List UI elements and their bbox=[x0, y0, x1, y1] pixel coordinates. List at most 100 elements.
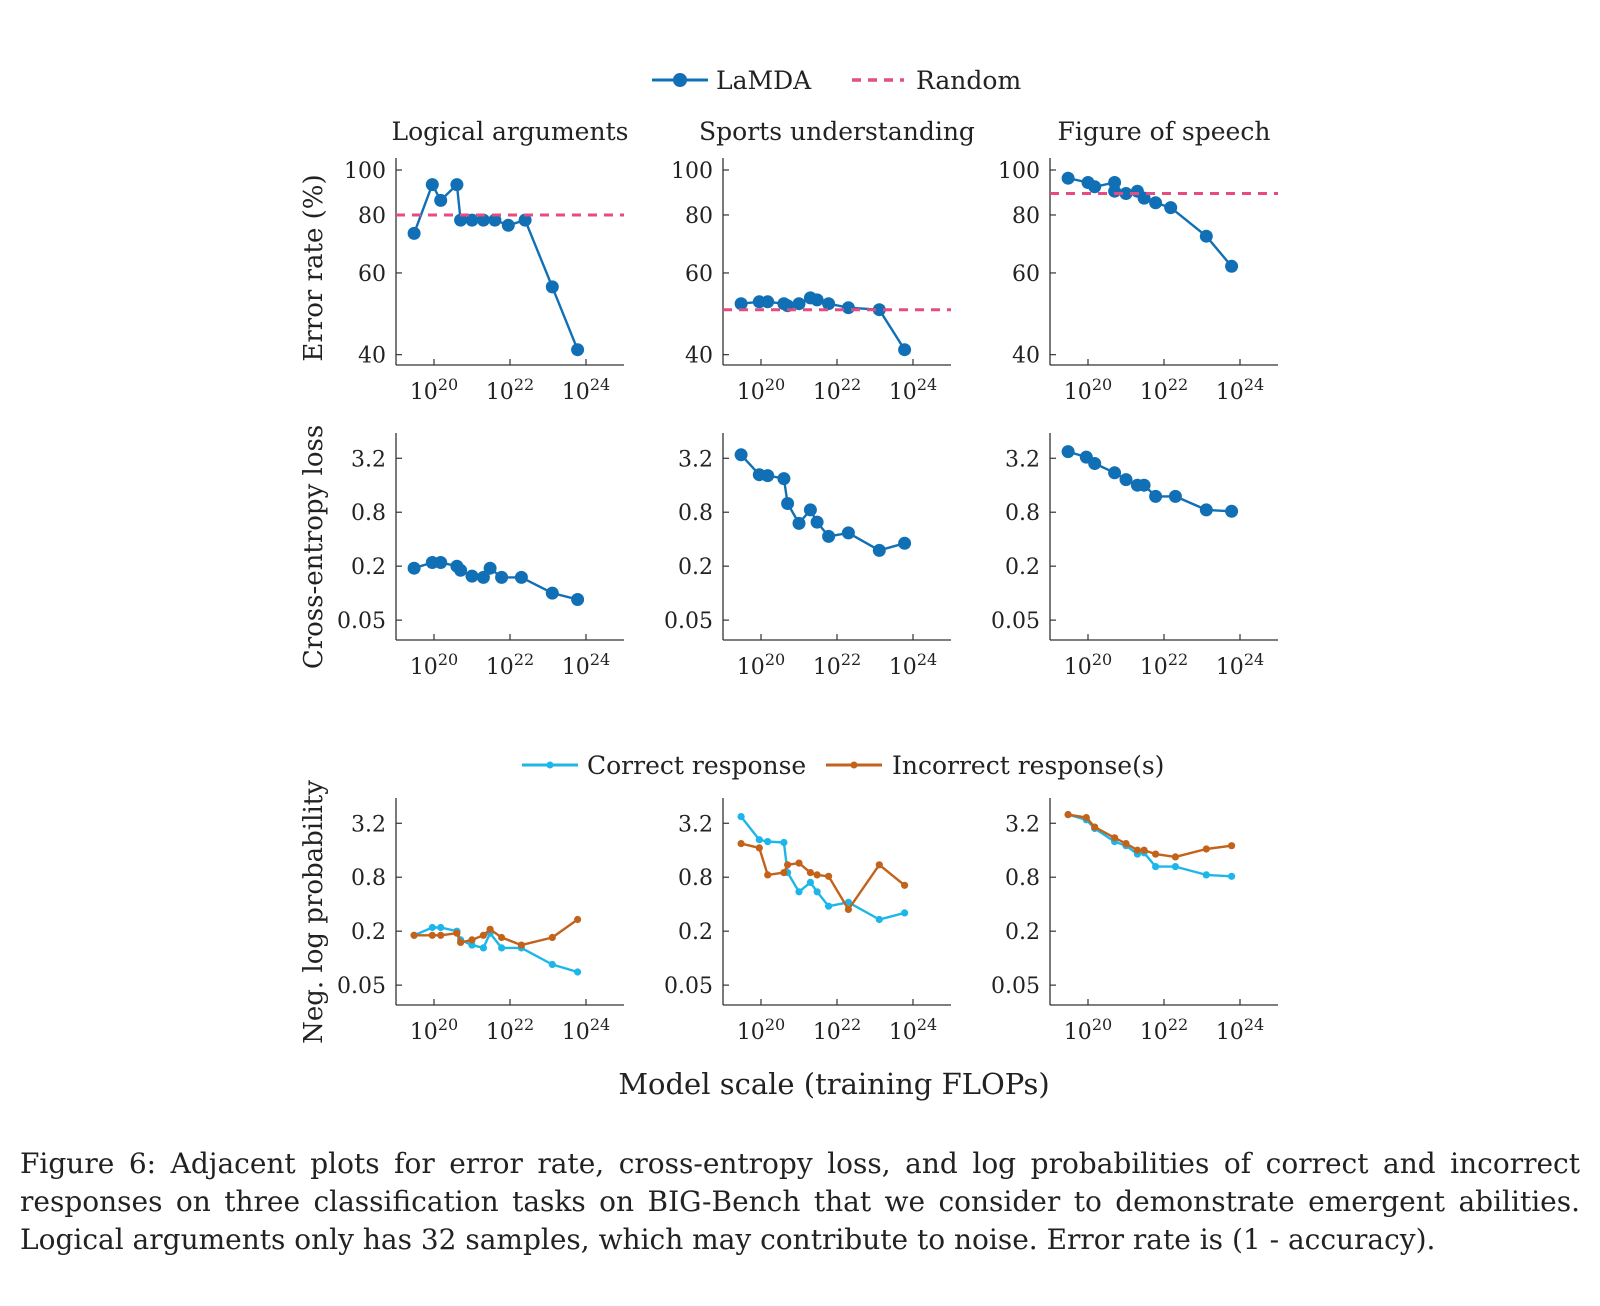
data-point-lamda bbox=[545, 586, 559, 600]
y-tick-label: 3.2 bbox=[1005, 812, 1040, 837]
data-point-lamda bbox=[1119, 187, 1133, 200]
data-point-lamda bbox=[434, 193, 448, 207]
data-point-correct-response bbox=[737, 813, 745, 821]
data-point-lamda bbox=[1061, 171, 1075, 185]
data-point-incorrect-response-s bbox=[780, 869, 788, 877]
panel-2: Sports understanding 40 60 80 100 1020 1022 102… bbox=[671, 117, 975, 405]
x-tick-label: 1024 bbox=[1216, 1015, 1264, 1045]
y-tick-label: 0.8 bbox=[351, 866, 386, 891]
data-point-lamda bbox=[761, 295, 775, 309]
data-point-correct-response bbox=[1152, 863, 1160, 871]
data-point-incorrect-response-s bbox=[1171, 853, 1179, 861]
y-tick-label: 3.2 bbox=[678, 812, 713, 837]
panel-4: 0.05 0.2 0.8 3.2 1020 1022 1024 bbox=[337, 433, 624, 680]
data-point-incorrect-response-s bbox=[901, 881, 909, 889]
data-point-lamda bbox=[781, 497, 795, 510]
y-tick-label: 0.8 bbox=[351, 501, 386, 526]
data-point-lamda bbox=[810, 515, 824, 529]
y-tick-label: 0.05 bbox=[337, 609, 386, 634]
data-point-incorrect-response-s bbox=[1140, 846, 1148, 854]
y-tick-label: 0.05 bbox=[337, 974, 386, 999]
y-tick-label: 60 bbox=[1012, 262, 1040, 287]
data-point-correct-response bbox=[428, 923, 436, 932]
y-tick-label: 100 bbox=[671, 159, 713, 184]
data-point-lamda bbox=[761, 469, 775, 483]
data-point-incorrect-response-s bbox=[1202, 845, 1210, 853]
data-point-incorrect-response-s bbox=[548, 933, 556, 942]
data-point-lamda bbox=[872, 303, 886, 317]
data-point-lamda bbox=[822, 297, 836, 311]
y-tick-label: 60 bbox=[685, 262, 713, 287]
data-point-incorrect-response-s bbox=[755, 844, 763, 852]
data-point-lamda bbox=[1168, 489, 1182, 503]
y-tick-label: 0.2 bbox=[1005, 555, 1040, 580]
y-tick-label: 0.2 bbox=[351, 920, 386, 945]
data-point-lamda bbox=[1088, 180, 1102, 194]
data-point-lamda bbox=[734, 448, 748, 462]
data-point-lamda bbox=[1164, 201, 1178, 215]
row-label-error-rate: Error rate (%) bbox=[299, 174, 329, 361]
data-point-incorrect-response-s bbox=[1091, 823, 1099, 831]
data-point-lamda bbox=[1149, 489, 1163, 503]
data-point-correct-response bbox=[795, 888, 803, 896]
data-point-incorrect-response-s bbox=[806, 869, 815, 877]
data-point-lamda bbox=[1061, 445, 1075, 459]
y-tick-label: 0.05 bbox=[664, 609, 713, 634]
data-point-correct-response bbox=[574, 968, 582, 976]
data-point-incorrect-response-s bbox=[453, 929, 461, 937]
x-tick-label: 1024 bbox=[562, 1015, 610, 1045]
data-point-correct-response bbox=[806, 878, 815, 887]
data-point-incorrect-response-s bbox=[844, 905, 853, 914]
y-tick-label: 100 bbox=[344, 159, 386, 184]
data-point-incorrect-response-s bbox=[517, 941, 526, 949]
y-tick-label: 3.2 bbox=[351, 812, 386, 837]
y-tick-label: 80 bbox=[1012, 204, 1040, 229]
x-tick-label: 1024 bbox=[889, 650, 937, 680]
data-point-lamda bbox=[810, 293, 824, 307]
y-tick-label: 80 bbox=[685, 204, 713, 229]
data-point-lamda bbox=[434, 556, 448, 569]
data-point-incorrect-response-s bbox=[737, 840, 745, 848]
data-point-incorrect-response-s bbox=[1152, 850, 1160, 858]
data-point-incorrect-response-s bbox=[1082, 814, 1090, 822]
data-point-incorrect-response-s bbox=[1111, 834, 1119, 842]
series-line-incorrect-response-s bbox=[740, 842, 906, 911]
data-point-lamda bbox=[1119, 473, 1133, 487]
x-tick-label: 1024 bbox=[889, 1015, 937, 1045]
data-point-correct-response bbox=[813, 888, 821, 896]
data-point-incorrect-response-s bbox=[1064, 811, 1072, 819]
data-point-incorrect-response-s bbox=[764, 871, 772, 879]
panel-title: Figure of speech bbox=[1058, 117, 1271, 146]
panel-7: 0.05 0.2 0.8 3.2 1020 1022 1024 bbox=[337, 798, 624, 1045]
y-tick-label: 0.8 bbox=[1005, 501, 1040, 526]
data-point-lamda bbox=[1108, 466, 1122, 480]
y-tick-label: 0.05 bbox=[664, 974, 713, 999]
y-tick-label: 80 bbox=[358, 204, 386, 229]
legend-correct-marker bbox=[546, 761, 554, 769]
x-axis-label: Model scale (training FLOPs) bbox=[618, 1067, 1049, 1101]
x-tick-label: 1020 bbox=[1064, 375, 1112, 405]
data-point-lamda bbox=[483, 561, 497, 575]
y-tick-label: 40 bbox=[358, 344, 386, 369]
data-point-lamda bbox=[734, 297, 748, 311]
x-tick-label: 1024 bbox=[1216, 375, 1264, 405]
data-point-lamda bbox=[501, 218, 515, 232]
data-point-lamda bbox=[407, 561, 421, 575]
panel-title: Logical arguments bbox=[392, 117, 629, 146]
x-tick-label: 1022 bbox=[1140, 650, 1188, 680]
data-point-incorrect-response-s bbox=[498, 933, 506, 942]
legend-bottom: Correct response Incorrect response(s) bbox=[522, 751, 1164, 780]
data-point-incorrect-response-s bbox=[428, 931, 436, 939]
panel-9: 0.05 0.2 0.8 3.2 1020 1022 1024 bbox=[991, 798, 1278, 1045]
figure: LaMDA Random Correct response Incorrect … bbox=[299, 66, 1278, 1101]
x-tick-label: 1024 bbox=[562, 650, 610, 680]
data-point-lamda bbox=[803, 503, 817, 517]
x-tick-label: 1020 bbox=[410, 375, 458, 405]
data-point-lamda bbox=[898, 536, 912, 550]
x-tick-label: 1020 bbox=[737, 650, 785, 680]
data-point-lamda bbox=[1149, 196, 1163, 210]
data-point-incorrect-response-s bbox=[479, 931, 487, 939]
legend-random-label: Random bbox=[916, 66, 1021, 95]
data-point-correct-response bbox=[468, 941, 476, 949]
data-point-correct-response bbox=[764, 838, 772, 846]
